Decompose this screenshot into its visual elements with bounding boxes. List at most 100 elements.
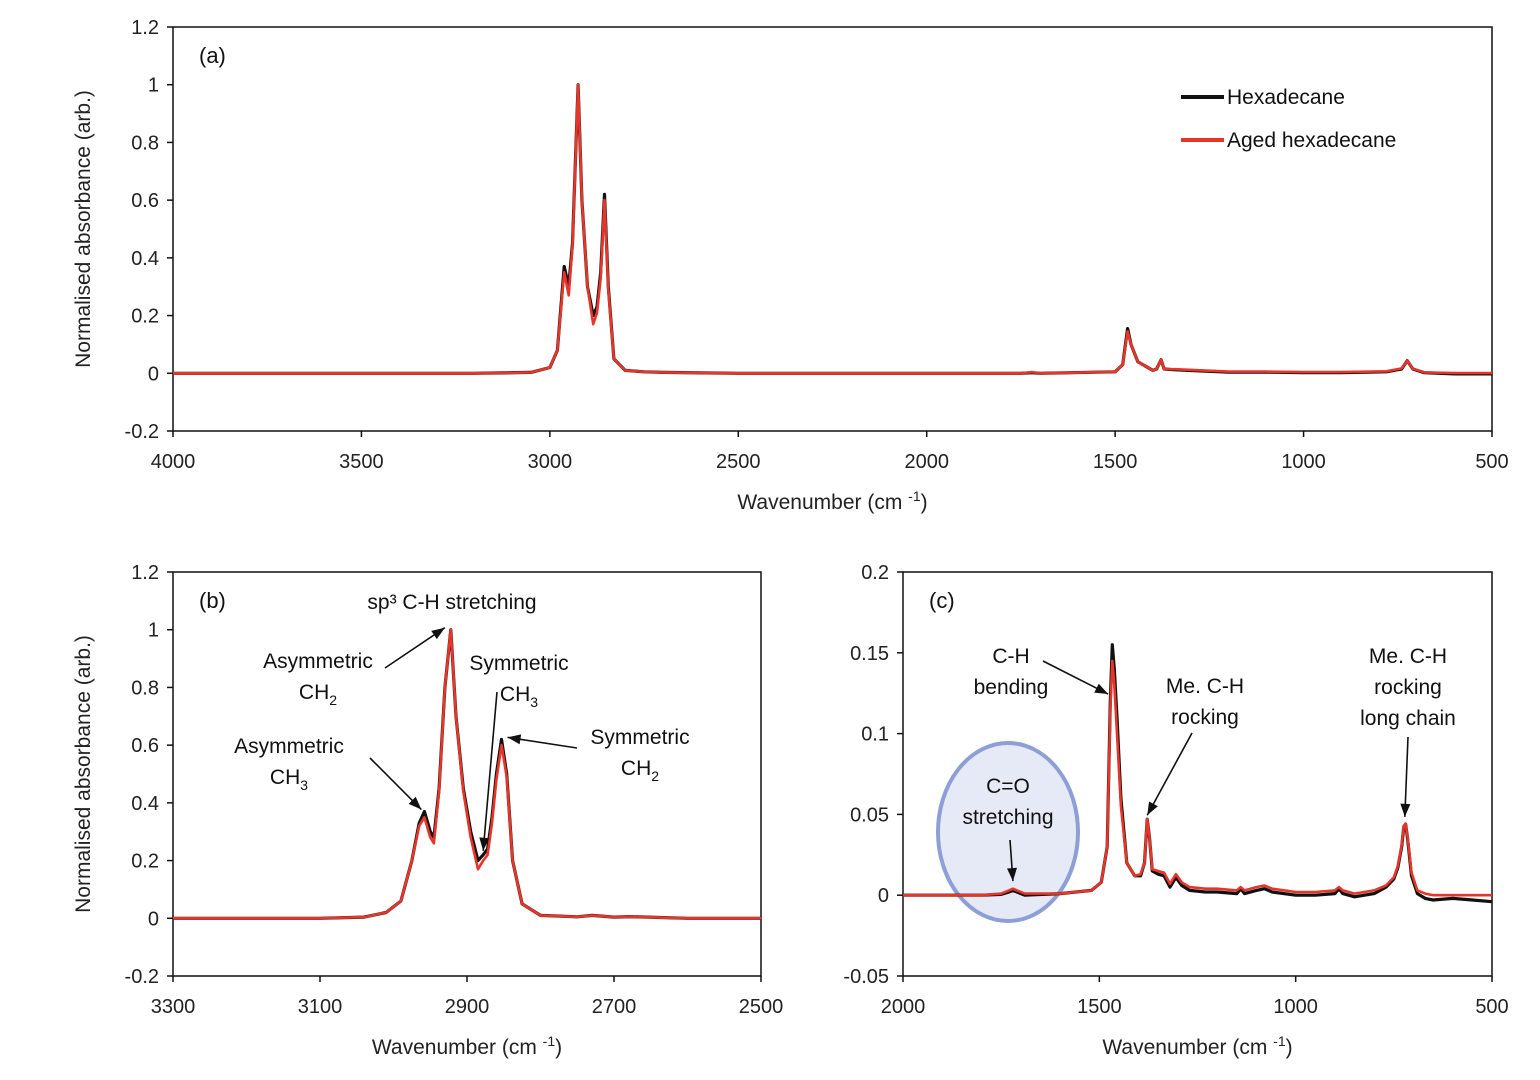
y-ticks-c: -0.05 0 0.05 0.1 0.15 0.2 <box>843 562 903 988</box>
x-tick-label: 1500 <box>1093 451 1138 473</box>
plot-frame-b <box>172 571 762 977</box>
x-tick-label: 3000 <box>528 451 573 473</box>
annotation-label: Asymmetric <box>263 650 373 673</box>
series-lines-a <box>173 83 1492 376</box>
y-tick-label: 0.6 <box>131 735 159 757</box>
y-tick-label: 0.8 <box>131 677 159 699</box>
x-tick-label: 1500 <box>1077 996 1122 1018</box>
y-tick-label: -0.2 <box>125 966 159 988</box>
annotation-label: rocking <box>1171 706 1239 729</box>
panel-label-c: (c) <box>929 588 955 613</box>
annotation-label: Asymmetric <box>234 735 344 758</box>
x-tick-label: 2000 <box>904 451 949 473</box>
annotation-arrow-head <box>1094 683 1109 695</box>
annotation-arrow-head <box>408 796 422 810</box>
annotation-label: Symmetric <box>469 652 568 675</box>
x-tick-label: 3300 <box>151 996 196 1018</box>
x-tick-label: 2000 <box>881 996 926 1018</box>
x-tick-label: 3500 <box>339 451 384 473</box>
annotation-label: CH3 <box>270 766 308 793</box>
x-tick-label: 2700 <box>592 996 637 1018</box>
x-tick-label: 4000 <box>151 451 196 473</box>
x-axis-label-b: Wavenumber (cm -1) <box>372 1033 562 1059</box>
panel-b: -0.2 0 0.2 0.4 0.6 0.8 1 1.2 3300 3100 2900 2700 25… <box>72 562 783 1059</box>
annotation-label: C=O <box>986 775 1030 798</box>
y-tick-label: 0.6 <box>131 190 159 212</box>
y-tick-label: 0.4 <box>131 793 159 815</box>
y-tick-label: 1.2 <box>131 17 159 39</box>
annotation-label: CH3 <box>500 683 538 710</box>
x-tick-label: 2900 <box>445 996 490 1018</box>
x-tick-label: 1000 <box>1281 451 1326 473</box>
annotation-arrow-head <box>431 627 445 640</box>
annotation-arrow-line <box>1404 736 1409 817</box>
legend-label-hexadecane: Hexadecane <box>1227 86 1345 109</box>
x-tick-label: 1000 <box>1273 996 1318 1018</box>
panel-a: -0.2 0 0.2 0.4 0.6 0.8 1 1.2 4000 3500 3000 2500 20… <box>72 17 1509 514</box>
y-axis-label-a: Normalised absorbance (arb.) <box>72 90 95 368</box>
y-tick-label: 0 <box>148 363 159 385</box>
y-ticks-b: -0.2 0 0.2 0.4 0.6 0.8 1 1.2 <box>125 562 173 988</box>
annotation-label: Me. C-H <box>1166 675 1244 698</box>
x-tick-label: 500 <box>1475 996 1508 1018</box>
legend: Hexadecane Aged hexadecane <box>1181 86 1396 152</box>
annotations-b: Asymmetric CH2 Symmetric CH3 Asymmetric CH3 Sy… <box>234 627 690 851</box>
carbonyl-highlight-ellipse <box>936 741 1080 923</box>
annotation-label: bending <box>974 676 1049 699</box>
annotation-label: stretching <box>962 806 1053 829</box>
series-aged-hexadecane-line <box>173 628 761 920</box>
x-axis-label-a: Wavenumber (cm -1) <box>737 488 927 514</box>
annotation-label: C-H <box>992 645 1029 668</box>
y-axis-label-b: Normalised absorbance (arb.) <box>72 635 95 913</box>
series-aged-hexadecane-line <box>903 659 1492 897</box>
x-ticks-a: 4000 3500 3000 2500 2000 1500 1000 500 <box>151 431 1509 473</box>
annotation-label: CH2 <box>621 757 659 784</box>
annotation-label: Me. C-H <box>1369 645 1447 668</box>
y-tick-label: 0.2 <box>131 306 159 328</box>
series-aged-hexadecane-line <box>173 83 1492 375</box>
y-ticks-a: -0.2 0 0.2 0.4 0.6 0.8 1 1.2 <box>125 17 173 443</box>
y-tick-label: 0.15 <box>850 643 889 665</box>
panel-label-b: (b) <box>199 588 226 613</box>
panel-c: -0.05 0 0.05 0.1 0.15 0.2 2000 1500 1000 500 C-H… <box>843 562 1508 1059</box>
annotation-label: CH2 <box>299 681 337 708</box>
panel-title-b: sp³ C-H stretching <box>367 591 536 614</box>
annotation-arrow-line <box>482 691 498 851</box>
series-hexadecane-line <box>173 628 761 920</box>
y-tick-label: 0.4 <box>131 248 159 270</box>
y-tick-label: 0.2 <box>131 851 159 873</box>
panel-label-a: (a) <box>199 43 226 68</box>
series-lines-c <box>903 643 1493 904</box>
annotation-arrow-head <box>1007 867 1018 882</box>
y-tick-label: 0 <box>878 885 889 907</box>
x-axis-label-c: Wavenumber (cm -1) <box>1102 1033 1292 1059</box>
y-tick-label: -0.05 <box>843 966 889 988</box>
annotation-label: rocking <box>1374 676 1442 699</box>
annotation-label: long chain <box>1360 707 1456 730</box>
annotations-c: C-H bending Me. C-H rocking Me. C-H rocking lo… <box>962 645 1456 882</box>
y-tick-label: 0.05 <box>850 804 889 826</box>
x-ticks-b: 3300 3100 2900 2700 2500 <box>151 976 784 1018</box>
x-tick-label: 500 <box>1475 451 1508 473</box>
y-tick-label: -0.2 <box>125 421 159 443</box>
y-tick-label: 1 <box>148 75 159 97</box>
annotation-arrow-head <box>1400 803 1411 817</box>
x-tick-label: 2500 <box>716 451 761 473</box>
annotation-arrow-head <box>1147 801 1158 816</box>
y-tick-label: 0.8 <box>131 132 159 154</box>
annotation-arrow-head <box>479 837 490 851</box>
legend-label-aged: Aged hexadecane <box>1227 129 1396 152</box>
annotation-label: Symmetric <box>590 726 689 749</box>
annotation-arrow-head <box>507 734 522 745</box>
y-tick-label: 0.1 <box>861 724 889 746</box>
x-tick-label: 3100 <box>298 996 343 1018</box>
annotation-arrow-line <box>1146 732 1193 816</box>
x-tick-label: 2500 <box>739 996 784 1018</box>
y-tick-label: 0 <box>148 908 159 930</box>
series-lines-b <box>173 628 761 920</box>
plot-frame-c <box>902 571 1493 977</box>
y-tick-label: 0.2 <box>861 562 889 584</box>
y-tick-label: 1 <box>148 620 159 642</box>
plot-frame-a <box>172 26 1493 432</box>
